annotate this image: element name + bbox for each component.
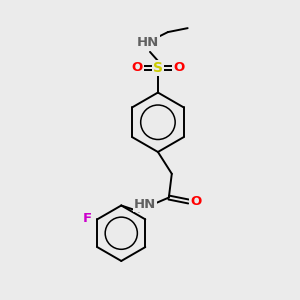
Text: O: O <box>131 61 143 74</box>
Text: O: O <box>173 61 184 74</box>
Text: HN: HN <box>137 37 159 50</box>
Text: F: F <box>83 212 92 225</box>
Text: HN: HN <box>134 198 156 211</box>
Text: O: O <box>190 195 201 208</box>
Text: S: S <box>153 61 163 75</box>
